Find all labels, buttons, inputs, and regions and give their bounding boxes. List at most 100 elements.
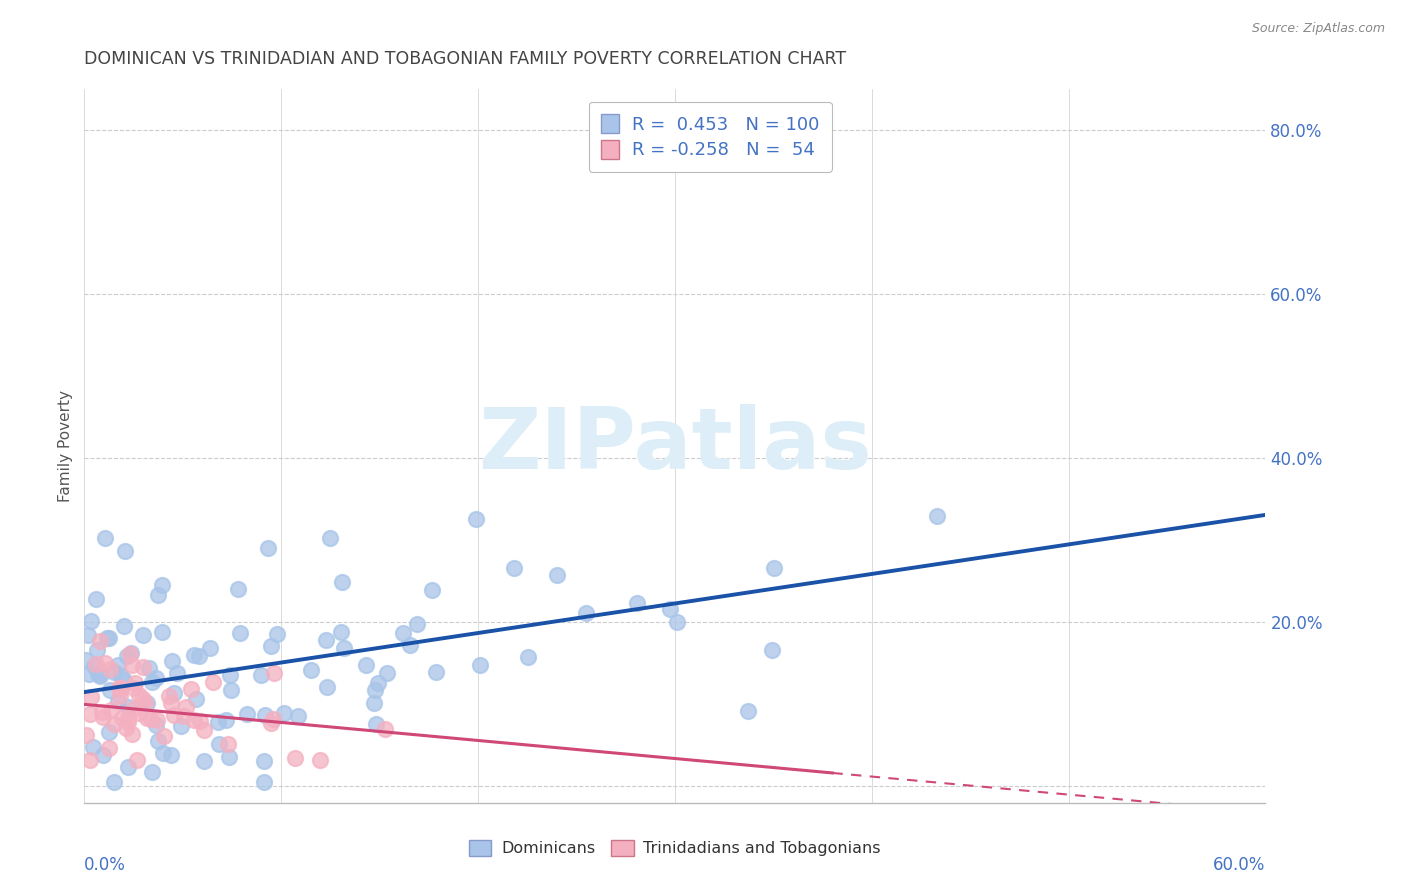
Point: [110, 681, 132, 696]
Point: [260, 716, 283, 731]
Point: [98, 663, 121, 677]
Point: [117, 760, 139, 774]
Point: [254, 707, 277, 722]
Point: [217, 737, 239, 751]
Point: [284, 751, 307, 765]
Point: [170, 719, 193, 733]
Point: [263, 665, 285, 680]
Point: [398, 638, 420, 652]
Point: [406, 616, 429, 631]
Point: [392, 625, 415, 640]
Point: [658, 602, 681, 616]
Point: [112, 619, 135, 633]
Point: [117, 649, 139, 664]
Point: [100, 703, 122, 717]
Point: [89, 668, 111, 682]
Point: [86, 667, 108, 681]
Text: 0.0%: 0.0%: [84, 856, 127, 874]
Point: [152, 747, 174, 761]
Point: [146, 734, 169, 748]
Point: [183, 648, 205, 662]
Point: [141, 712, 163, 726]
Point: [79, 753, 101, 767]
Point: [160, 747, 183, 762]
Point: [91, 747, 114, 762]
Point: [127, 753, 149, 767]
Point: [91, 705, 114, 719]
Point: [117, 714, 139, 729]
Point: [121, 702, 143, 716]
Point: [84, 592, 107, 607]
Y-axis label: Family Poverty: Family Poverty: [58, 390, 73, 502]
Point: [332, 640, 354, 655]
Point: [259, 639, 281, 653]
Point: [201, 674, 224, 689]
Point: [98, 740, 121, 755]
Point: [160, 696, 183, 710]
Point: [110, 681, 132, 696]
Point: [761, 643, 783, 657]
Point: [97, 725, 120, 739]
Point: [152, 730, 174, 744]
Point: [132, 627, 155, 641]
Point: [266, 627, 288, 641]
Point: [120, 647, 142, 661]
Point: [79, 706, 101, 721]
Point: [150, 578, 173, 592]
Point: [103, 775, 125, 789]
Point: [107, 681, 129, 696]
Point: [110, 669, 132, 683]
Point: [134, 696, 156, 710]
Point: [367, 676, 389, 690]
Point: [150, 625, 173, 640]
Point: [253, 775, 276, 789]
Text: DOMINICAN VS TRINIDADIAN AND TOBAGONIAN FAMILY POVERTY CORRELATION CHART: DOMINICAN VS TRINIDADIAN AND TOBAGONIAN …: [84, 50, 846, 68]
Point: [145, 717, 167, 731]
Point: [575, 606, 598, 620]
Point: [107, 658, 129, 673]
Point: [464, 511, 486, 525]
Point: [309, 753, 332, 767]
Point: [180, 682, 202, 697]
Point: [665, 615, 688, 629]
Point: [79, 690, 101, 705]
Point: [173, 708, 195, 723]
Point: [96, 631, 118, 645]
Point: [166, 665, 188, 680]
Point: [117, 699, 139, 714]
Point: [93, 531, 115, 545]
Point: [235, 707, 257, 722]
Point: [183, 714, 205, 728]
Point: [132, 659, 155, 673]
Point: [141, 764, 163, 779]
Point: [86, 642, 108, 657]
Point: [273, 706, 295, 720]
Point: [330, 575, 353, 590]
Point: [188, 714, 211, 728]
Point: [83, 658, 105, 673]
Point: [112, 673, 135, 688]
Point: [762, 561, 785, 575]
Point: [103, 717, 125, 731]
Point: [91, 710, 114, 724]
Point: [319, 532, 342, 546]
Point: [107, 693, 129, 707]
Point: [253, 754, 276, 768]
Legend: Dominicans, Trinidadians and Tobagonians: Dominicans, Trinidadians and Tobagonians: [463, 833, 887, 863]
Point: [174, 699, 197, 714]
Point: [375, 665, 398, 680]
Text: 60.0%: 60.0%: [1213, 856, 1265, 874]
Point: [115, 721, 138, 735]
Point: [145, 713, 167, 727]
Point: [228, 582, 250, 596]
Point: [128, 688, 150, 702]
Point: [425, 665, 447, 679]
Point: [146, 588, 169, 602]
Point: [124, 676, 146, 690]
Point: [208, 737, 231, 751]
Point: [257, 541, 280, 556]
Point: [138, 661, 160, 675]
Point: [75, 653, 97, 667]
Point: [229, 625, 252, 640]
Point: [163, 686, 186, 700]
